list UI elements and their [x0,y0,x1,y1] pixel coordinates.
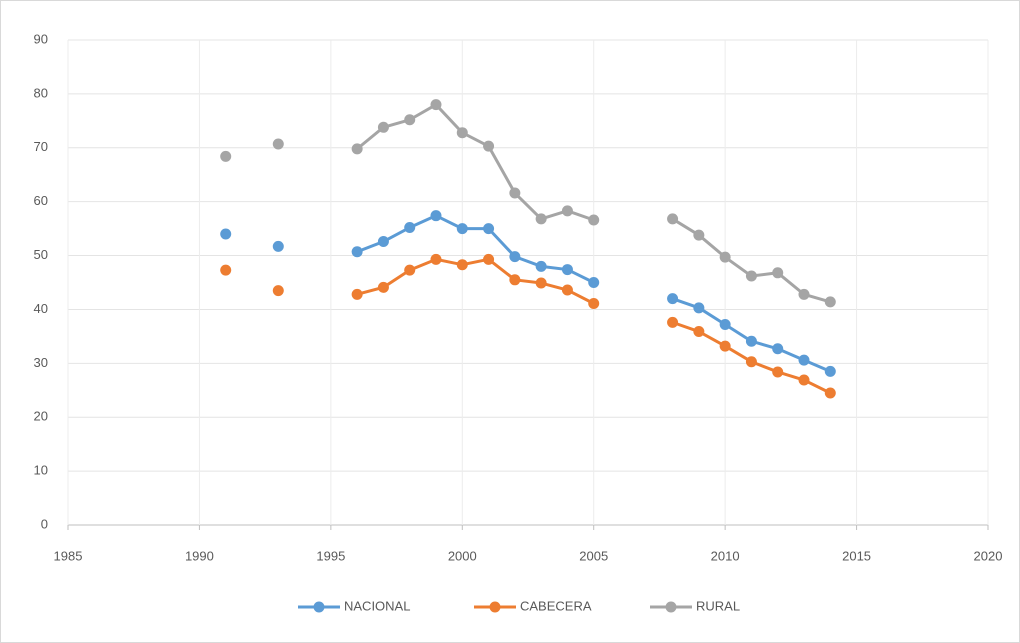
data-point [588,298,600,310]
legend-label: CABECERA [520,598,592,613]
data-point [377,281,389,293]
data-point [535,213,547,225]
data-point [772,343,784,355]
data-point [772,267,784,279]
data-point [483,140,495,152]
data-point [272,138,284,150]
data-point [483,223,495,235]
data-point [693,302,705,314]
y-tick-label: 40 [34,301,48,316]
y-tick-label: 20 [34,409,48,424]
legend-marker [313,601,325,613]
legend-label: NACIONAL [344,598,410,613]
y-tick-label: 70 [34,139,48,154]
legend-marker [665,601,677,613]
y-tick-label: 80 [34,85,48,100]
data-point [535,277,547,289]
data-point [745,335,757,347]
y-tick-label: 50 [34,247,48,262]
y-tick-label: 90 [34,31,48,46]
data-point [535,260,547,272]
data-point [561,205,573,217]
data-point [719,319,731,331]
data-point [667,316,679,328]
x-tick-label: 2020 [974,548,1003,563]
data-point [588,214,600,226]
data-point [404,264,416,276]
data-point [456,223,468,235]
data-point [561,284,573,296]
data-point [693,326,705,338]
legend-marker [489,601,501,613]
data-point [798,354,810,366]
x-tick-label: 1990 [185,548,214,563]
x-tick-label: 1995 [316,548,345,563]
data-point [483,253,495,265]
x-tick-label: 2000 [448,548,477,563]
data-point [272,240,284,252]
data-point [272,285,284,297]
data-point [430,253,442,265]
x-tick-label: 1985 [54,548,83,563]
data-point [430,210,442,222]
data-point [220,264,232,276]
x-tick-label: 2010 [711,548,740,563]
legend-label: RURAL [696,598,740,613]
y-tick-label: 30 [34,355,48,370]
y-tick-label: 0 [41,516,48,531]
data-point [404,114,416,126]
data-point [509,274,521,286]
x-tick-label: 2005 [579,548,608,563]
data-point [772,366,784,378]
data-point [824,296,836,308]
data-point [693,229,705,241]
data-point [798,374,810,386]
data-point [377,121,389,133]
data-point [377,236,389,248]
data-point [456,259,468,271]
data-point [667,293,679,305]
data-point [404,222,416,234]
data-point [798,288,810,300]
data-point [351,288,363,300]
data-point [509,187,521,199]
y-tick-label: 60 [34,193,48,208]
data-point [509,251,521,263]
data-point [824,365,836,377]
data-point [745,270,757,282]
data-point [430,99,442,111]
data-point [456,127,468,139]
data-point [719,340,731,352]
data-point [719,251,731,263]
data-point [220,150,232,162]
data-point [351,143,363,155]
data-point [588,277,600,288]
y-tick-label: 10 [34,463,48,478]
data-point [824,387,836,399]
data-point [745,356,757,368]
data-point [351,246,363,258]
x-tick-label: 2015 [842,548,871,563]
data-point [220,228,232,240]
data-point [667,213,679,225]
data-point [561,264,573,276]
